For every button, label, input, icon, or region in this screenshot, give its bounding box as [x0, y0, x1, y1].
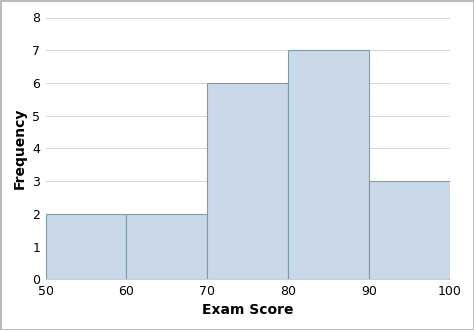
Bar [127, 214, 207, 280]
Y-axis label: Frequency: Frequency [12, 108, 27, 189]
X-axis label: Exam Score: Exam Score [202, 304, 293, 317]
Bar [46, 214, 127, 280]
Bar [369, 181, 449, 280]
Bar [207, 83, 288, 280]
Bar [288, 50, 369, 280]
